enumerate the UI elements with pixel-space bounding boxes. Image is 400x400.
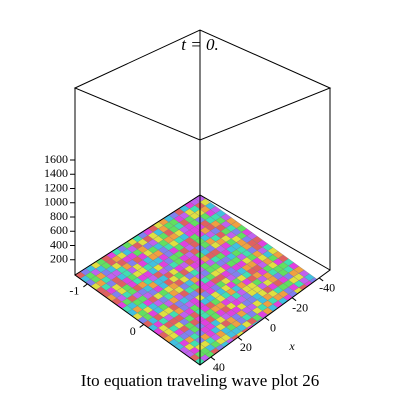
box [73, 29, 332, 366]
y-tick-label: 0 [130, 324, 136, 338]
surface-cell [298, 291, 310, 299]
x-tick [237, 336, 243, 341]
x-tick-label: 0 [270, 320, 276, 334]
surface-cell [303, 287, 315, 296]
x-tick-label: -20 [292, 300, 308, 314]
x-tick [318, 277, 324, 282]
z-tick-label: 400 [50, 237, 68, 251]
x-tick-label: 20 [240, 340, 252, 354]
z-tick-label: 1400 [44, 166, 68, 180]
z-tick-label: 1200 [44, 180, 68, 194]
chart-title: t = 0. [181, 35, 218, 54]
x-tick [291, 297, 297, 302]
caption: Ito equation traveling wave plot 26 [81, 371, 319, 390]
z-tick-label: 1600 [44, 152, 68, 166]
z-tick-label: 200 [50, 252, 68, 266]
y-tick-label: -1 [69, 284, 79, 298]
y-tick [83, 283, 88, 288]
x-tick-label: -40 [319, 281, 335, 295]
y-tick [139, 324, 144, 328]
z-tick-label: 800 [50, 209, 68, 223]
x-tick [264, 317, 270, 321]
x-tick [210, 356, 216, 361]
z-tick-label: 600 [50, 223, 68, 237]
z-tick-label: 1000 [44, 195, 68, 209]
x-axis-label: x [288, 339, 295, 353]
x-tick-label: 40 [213, 360, 225, 374]
